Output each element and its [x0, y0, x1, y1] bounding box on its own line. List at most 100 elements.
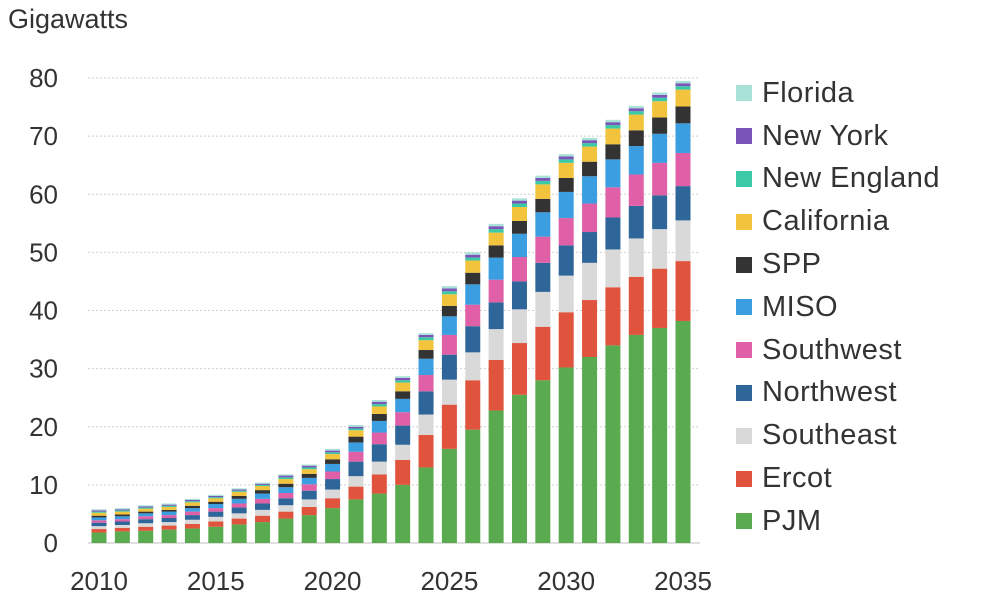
bar-segment-miso [161, 511, 177, 516]
legend-label: New York [762, 119, 889, 152]
x-tick-label: 2020 [304, 566, 362, 596]
bar-segment-spp [535, 198, 551, 213]
bar-segment-ercot [348, 486, 364, 500]
bar-segment-california [348, 430, 364, 437]
bar-segment-pjm [675, 320, 691, 543]
bar-segment-northwest [255, 503, 271, 510]
x-tick-label: 2010 [70, 566, 128, 596]
bar-segment-pjm [138, 530, 154, 543]
bar-segment-pjm [441, 448, 457, 543]
bar-segment-southwest [675, 152, 691, 187]
bar-segment-spp [605, 144, 621, 160]
y-tick-label: 80 [29, 63, 58, 93]
legend-item-southwest: Southwest [736, 329, 940, 372]
bar-segment-southwest [488, 279, 504, 303]
bar-segment-ercot [675, 261, 691, 321]
bar-segment-pjm [488, 410, 504, 543]
bar-segment-pjm [114, 531, 130, 543]
bar-segment-northwest [325, 479, 341, 490]
legend-label: New England [762, 162, 940, 195]
legend-item-california: California [736, 200, 940, 243]
bar-segment-spp [325, 459, 341, 464]
bar-segment-california [605, 128, 621, 145]
bar-segment-pjm [418, 467, 434, 543]
bar-segment-pjm [582, 357, 598, 543]
legend-swatch [736, 128, 752, 145]
bar-segment-southeast [465, 352, 481, 381]
legend-label: Southwest [762, 333, 902, 366]
bar-segment-california [138, 508, 154, 512]
bar-segment-ercot [371, 474, 387, 494]
bar-segment-new-england [535, 180, 551, 185]
bar-segment-southwest [231, 503, 247, 508]
legend-item-northwest: Northwest [736, 372, 940, 415]
bar-segment-northwest [652, 195, 668, 230]
bar-segment-new-york [395, 377, 411, 381]
bar-segment-florida [208, 494, 224, 496]
bar-segment-northwest [395, 425, 411, 445]
bar-segment-miso [465, 284, 481, 305]
bar-segment-california [652, 101, 668, 118]
bar-segment-new-york [441, 288, 457, 292]
bar-segment-northwest [441, 354, 457, 380]
y-tick-label: 50 [29, 237, 58, 267]
bar-segment-southwest [558, 218, 574, 246]
bar-segment-spp [441, 305, 457, 317]
bar-segment-spp [511, 220, 527, 234]
bar-segment-florida [582, 137, 598, 141]
bar-segment-southwest [348, 451, 364, 462]
bar-segment-southeast [278, 505, 294, 512]
legend-item-new-england: New England [736, 158, 940, 201]
bar-segment-spp [652, 117, 668, 134]
bar-segment-california [255, 486, 271, 491]
bar-segment-miso [348, 442, 364, 452]
y-tick-label: 70 [29, 121, 58, 151]
bar-segment-new-york [605, 122, 621, 126]
bar-segment-florida [628, 105, 644, 109]
bar-segment-florida [325, 448, 341, 451]
bar-segment-spp [138, 511, 154, 514]
bar-segment-ercot [278, 511, 294, 519]
bar-segment-southwest [418, 375, 434, 392]
legend-label: MISO [762, 290, 839, 323]
bar-segment-ercot [535, 326, 551, 381]
bar-segment-florida [652, 92, 668, 95]
bar-segment-california [535, 184, 551, 199]
bar-segment-florida [511, 198, 527, 201]
bar-segment-northwest [138, 519, 154, 524]
bar-segment-new-england [511, 203, 527, 208]
bar-segment-northwest [488, 302, 504, 330]
bar-segment-pjm [208, 526, 224, 543]
bar-segment-miso [278, 487, 294, 494]
bar-segment-florida [465, 252, 481, 255]
y-axis-title: Gigawatts [8, 4, 129, 34]
bar-segment-miso [605, 159, 621, 188]
bar-segment-florida [255, 482, 271, 484]
bar-segment-spp [418, 350, 434, 359]
bar-segment-ercot [418, 434, 434, 468]
bar-segment-california [208, 498, 224, 502]
bar-segment-new-york [348, 426, 364, 429]
legend: Florida New York New England California SPP M… [736, 72, 940, 543]
x-tick-label: 2030 [537, 566, 595, 596]
bar-segment-pjm [255, 522, 271, 543]
legend-item-new-york: New York [736, 115, 940, 158]
bar-segment-california [511, 207, 527, 221]
bar-segment-southwest [395, 412, 411, 426]
bar-segment-miso [325, 463, 341, 472]
bar-segment-southwest [278, 493, 294, 499]
bar-segment-new-york [114, 509, 130, 511]
bar-segment-florida [488, 223, 504, 227]
bar-segment-miso [675, 123, 691, 153]
bar-segment-florida [231, 488, 247, 490]
bar-segment-southeast [371, 461, 387, 475]
bar-segment-ercot [558, 312, 574, 368]
bar-segment-new-england [652, 97, 668, 102]
bar-segment-new-england [582, 143, 598, 147]
bar-segment-southeast [652, 229, 668, 269]
bar-segment-northwest [675, 186, 691, 221]
bar-segment-california [231, 491, 247, 496]
bar-segment-california [325, 454, 341, 460]
bar-segment-southwest [652, 162, 668, 196]
legend-swatch [736, 427, 752, 444]
